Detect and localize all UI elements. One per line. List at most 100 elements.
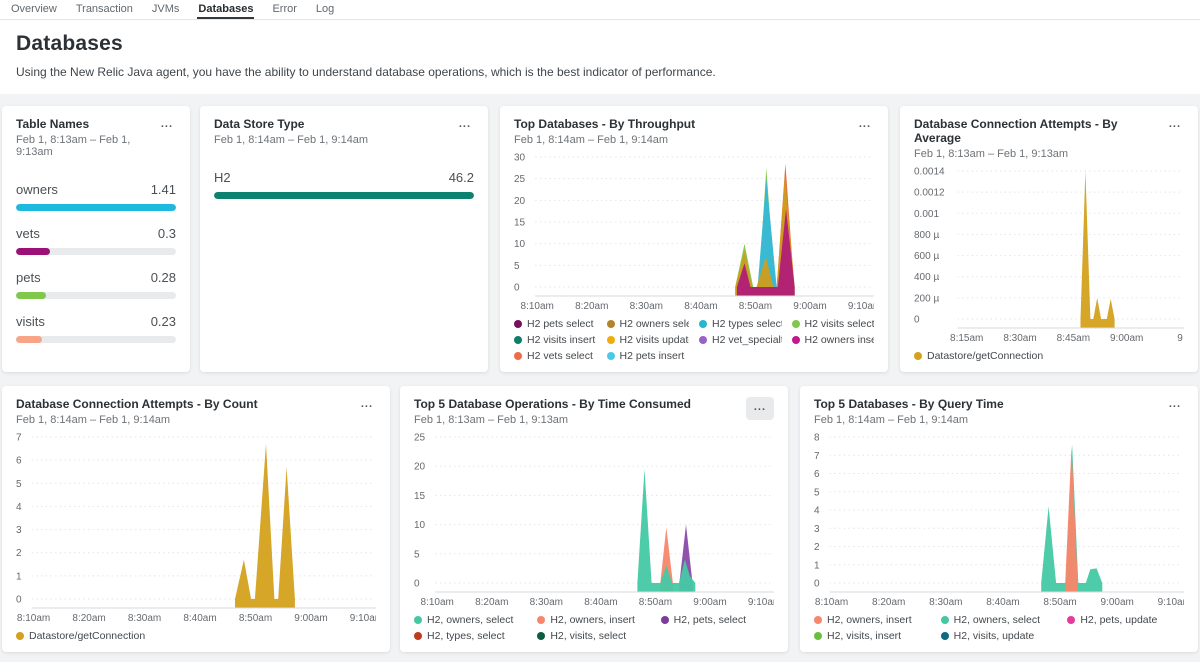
area-chart-connection-count[interactable]: 0 1 2 3 4 5 6 7 8:10am 8:20am 8:30am 8:40am 8:50am 9:… [16,428,376,625]
legend-label: H2 types select [712,318,782,330]
area-chart-connection-average[interactable]: 0 200 µ 400 µ 600 µ 800 µ 0.001 0.0012 0.0014 8:… [914,162,1184,345]
bar-track [16,248,176,255]
card-menu-button[interactable]: ... [358,397,376,412]
card-menu-button[interactable]: ... [158,117,176,132]
svg-text:8: 8 [814,433,820,444]
svg-text:8:30am: 8:30am [530,597,563,608]
legend-label: H2, types, select [427,630,505,642]
bar-fill [16,336,42,343]
legend-item[interactable]: H2, visits, insert [814,630,931,642]
svg-text:8:20am: 8:20am [575,301,608,312]
legend-item[interactable]: H2 vet_specialti... [699,334,782,346]
card-menu-button[interactable]: ... [745,397,774,420]
card-title: Database Connection Attempts - By Averag… [914,117,1118,145]
legend-item[interactable]: H2 pets select [514,318,597,330]
legend-color-dot [537,616,546,624]
card-time-range: Feb 1, 8:14am – Feb 1, 9:14am [214,134,369,146]
legend-label: H2 pets select [527,318,594,330]
legend-item[interactable]: H2 visits select [791,318,874,330]
svg-text:9:00am: 9:00am [693,597,726,608]
bar-label: visits [16,314,45,329]
legend-label: Datastore/getConnection [927,350,1044,362]
svg-text:4: 4 [814,506,820,517]
legend-color-dot [814,632,822,640]
legend-color-dot [514,336,522,344]
card-time-range: Feb 1, 8:13am – Feb 1, 9:13am [414,414,569,426]
chart-legend: H2, owners, insert H2, owners, select H2, … [814,614,1184,642]
legend-color-dot [914,352,922,360]
card-menu-button[interactable]: ... [856,117,874,132]
bar-fill [214,192,474,199]
bar-value: 0.28 [150,270,176,285]
svg-text:1: 1 [814,560,820,571]
chart-legend: Datastore/getConnection [16,630,376,642]
tab-transaction[interactable]: Transaction [75,2,133,15]
svg-text:9:10am: 9:10am [748,597,774,608]
legend-item[interactable]: H2, types, select [414,630,527,642]
svg-text:8:20am: 8:20am [872,597,905,608]
legend-item[interactable]: H2 visits insert [514,334,597,346]
legend-item[interactable]: H2 vets select [514,350,597,362]
svg-text:9:00am: 9:00am [1110,333,1143,344]
legend-label: H2, owners, select [953,614,1041,626]
bar-row: pets 0.28 [16,270,176,299]
legend-item[interactable]: Datastore/getConnection [16,630,376,642]
bar-fill [16,248,50,255]
bar-label: pets [16,270,41,285]
area-chart-throughput[interactable]: 0 5 10 15 20 25 30 8:10am 8:20am 8:30am 8:40am 8:50… [514,148,874,313]
legend-item[interactable]: H2 visits update [606,334,690,346]
tab-jvms[interactable]: JVMs [151,2,180,15]
legend-color-dot [414,616,422,624]
svg-text:6: 6 [16,456,22,467]
legend-item[interactable]: H2, owners, select [414,614,527,626]
legend-label: H2, visits, update [953,630,1035,642]
card-menu-button[interactable]: ... [1166,117,1184,132]
svg-text:4: 4 [16,502,22,513]
page-header: Databases Using the New Relic Java agent… [0,20,1200,94]
legend-item[interactable]: H2, visits, select [537,630,650,642]
legend-item[interactable]: H2 owners select [606,318,689,330]
bar-value: 46.2 [448,170,474,185]
tab-databases[interactable]: Databases [197,0,255,19]
bar-label: owners [16,182,58,197]
legend-item[interactable]: Datastore/getConnection [914,350,1184,362]
svg-text:8:20am: 8:20am [72,613,105,624]
legend-item[interactable]: H2 owners insert [791,334,875,346]
legend-label: H2, visits, select [550,630,627,642]
legend-label: H2, pets, update [1080,614,1158,626]
tab-log[interactable]: Log [315,2,335,15]
bar-value: 0.23 [150,314,176,329]
legend-item[interactable]: H2, owners, insert [537,614,650,626]
legend-item[interactable]: H2, visits, update [940,630,1058,642]
svg-text:30: 30 [514,153,526,164]
tab-overview[interactable]: Overview [11,2,57,15]
legend-color-dot [16,632,24,640]
legend-item[interactable]: H2 types select [699,318,782,330]
legend-item[interactable]: H2, pets, update [1067,614,1184,626]
area-chart-operations-time[interactable]: 0 5 10 15 20 25 8:10am 8:20am 8:30am 8:40am 8:50am… [414,428,774,609]
legend-item[interactable]: H2, owners, insert [814,614,931,626]
legend-item[interactable]: H2 pets insert [606,350,690,362]
card-menu-button[interactable]: ... [1166,397,1184,412]
svg-text:8:30am: 8:30am [128,613,161,624]
legend-label: H2 visits update [619,334,690,346]
top-nav: Overview Transaction JVMs Databases Error Log [0,0,1200,20]
tab-error[interactable]: Error [272,2,297,15]
card-top5-operations-time-consumed: Top 5 Database Operations - By Time Cons… [400,386,788,652]
chart-legend: H2 pets select H2 owners select H2 types s… [514,318,874,362]
legend-color-dot [660,616,669,624]
card-menu-button[interactable]: ... [456,117,474,132]
area-chart-query-time[interactable]: 0 1 2 3 4 5 6 7 8 8:10am 8:20am 8:30am 8:40am 8:50am 9… [814,428,1184,609]
svg-text:8:30am: 8:30am [630,301,663,312]
legend-color-dot [791,320,800,328]
card-time-range: Feb 1, 8:14am – Feb 1, 9:14am [814,414,969,426]
svg-text:0.0014: 0.0014 [914,167,945,178]
legend-color-dot [606,352,615,360]
legend-label: H2 owners insert [804,334,875,346]
svg-text:15: 15 [514,218,526,229]
legend-item[interactable]: H2, owners, select [940,614,1058,626]
legend-color-dot [699,320,707,328]
card-title: Table Names [16,117,90,131]
legend-item[interactable]: H2, pets, select [660,614,774,626]
svg-text:9: 9 [1177,333,1183,344]
